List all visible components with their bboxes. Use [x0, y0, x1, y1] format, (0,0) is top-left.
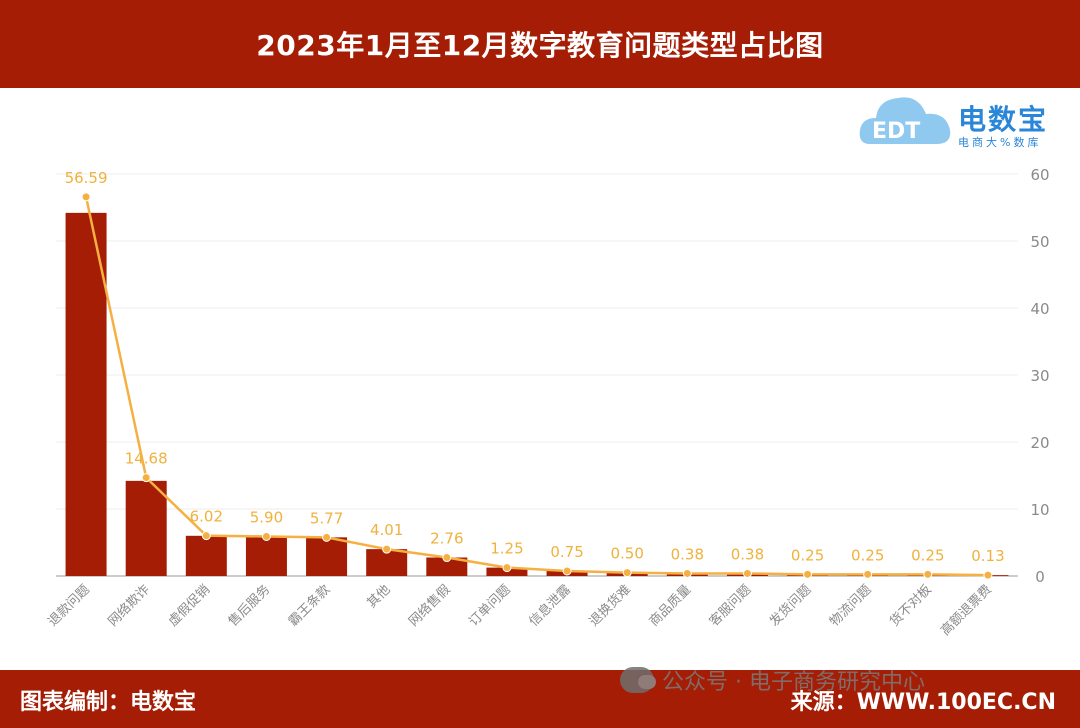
dianshubao-logo: EDT 电数宝 电商大%数库: [858, 86, 1070, 154]
x-tick-label: 网络售假: [406, 582, 454, 630]
bar: [185, 535, 227, 576]
logo-subtitle: 电商大%数库: [958, 136, 1042, 149]
series-line: [84, 196, 988, 577]
y-tick-label: 20: [1030, 434, 1049, 452]
data-label: 4.01: [370, 521, 403, 539]
y-tick-label: 10: [1030, 501, 1049, 519]
line-point: [502, 563, 512, 573]
data-label: 0.25: [851, 546, 884, 564]
data-label: 0.13: [971, 547, 1004, 565]
data-label: 6.02: [190, 508, 223, 526]
line-point: [261, 531, 271, 541]
data-label: 0.25: [791, 546, 824, 564]
line-point: [562, 566, 572, 576]
data-label: 0.50: [610, 545, 643, 563]
footer-source: 来源：WWW.100EC.CN: [790, 690, 1056, 715]
data-label: 0.38: [671, 545, 704, 563]
line-point: [622, 568, 632, 578]
combo-chart: 0 10 20 30 40 50 60 退款问题 网络欺诈 虚假促销 售后服务 霸王条款 其他 网络售假订…: [46, 166, 1050, 639]
x-tick-label: 信息泄露: [526, 582, 574, 630]
logo-brand: 电数宝: [958, 103, 1049, 136]
y-tick-label: 30: [1030, 367, 1049, 385]
x-tick-label: 货不对板: [887, 582, 935, 630]
data-label: 5.77: [310, 509, 343, 527]
x-tick-label: 发货问题: [766, 582, 814, 630]
x-tick-label: 订单问题: [466, 582, 513, 629]
x-tick-label: 网络欺诈: [105, 582, 153, 630]
y-tick-label: 40: [1030, 300, 1049, 318]
y-tick-label: 50: [1030, 233, 1049, 251]
line-point: [863, 569, 873, 579]
line-point: [382, 544, 392, 554]
line-point: [682, 568, 692, 578]
x-tick-label: 退款问题: [46, 582, 93, 629]
wechat-icon: [620, 667, 656, 693]
data-label: 0.25: [911, 546, 944, 564]
line-point: [322, 532, 332, 542]
x-tick-label: 退换货难: [586, 582, 634, 630]
chart-title: 2023年1月至12月数字教育问题类型占比图: [256, 29, 824, 62]
data-label: 14.68: [125, 450, 168, 468]
x-tick-label: 客服问题: [706, 582, 754, 630]
y-tick-label: 60: [1030, 166, 1049, 184]
logo-mark: EDT: [872, 119, 920, 144]
line-point: [141, 473, 151, 483]
line-point: [742, 568, 752, 578]
data-label: 2.76: [430, 530, 463, 548]
data-label: 56.59: [65, 169, 108, 187]
bar: [65, 212, 107, 577]
watermark: 公众号 · 电子商务研究中心: [620, 664, 925, 696]
watermark-text: 公众号 · 电子商务研究中心: [662, 670, 925, 695]
bar: [306, 537, 348, 576]
x-tick-label: 虚假促销: [166, 582, 213, 629]
cloud-logo-icon: EDT: [859, 97, 951, 144]
x-tick-label: 霸王条款: [285, 582, 333, 630]
y-tick-label: 0: [1035, 568, 1045, 586]
footer-credit: 图表编制：电数宝: [20, 690, 197, 715]
x-tick-label: 商品质量: [647, 582, 694, 629]
line-point: [983, 570, 993, 580]
line-point: [201, 531, 211, 541]
line-point: [803, 569, 813, 579]
line-point: [923, 569, 933, 579]
bar: [426, 557, 468, 576]
bar: [125, 480, 167, 576]
line-point: [442, 553, 452, 563]
data-label: 5.90: [250, 508, 283, 526]
x-tick-label: 售后服务: [225, 582, 273, 630]
chart-footer: 图表编制：电数宝 来源：WWW.100EC.CN: [0, 670, 1080, 728]
data-label: 0.75: [550, 543, 583, 561]
x-tick-label: 其他: [365, 582, 394, 611]
line-point: [81, 192, 91, 202]
bar: [245, 536, 287, 576]
x-tick-label: 物流问题: [827, 582, 874, 629]
x-tick-label: 高额退票费: [937, 582, 994, 639]
data-label: 0.38: [731, 545, 764, 563]
data-label: 1.25: [490, 540, 523, 558]
chart-header: 2023年1月至12月数字教育问题类型占比图: [0, 0, 1080, 88]
